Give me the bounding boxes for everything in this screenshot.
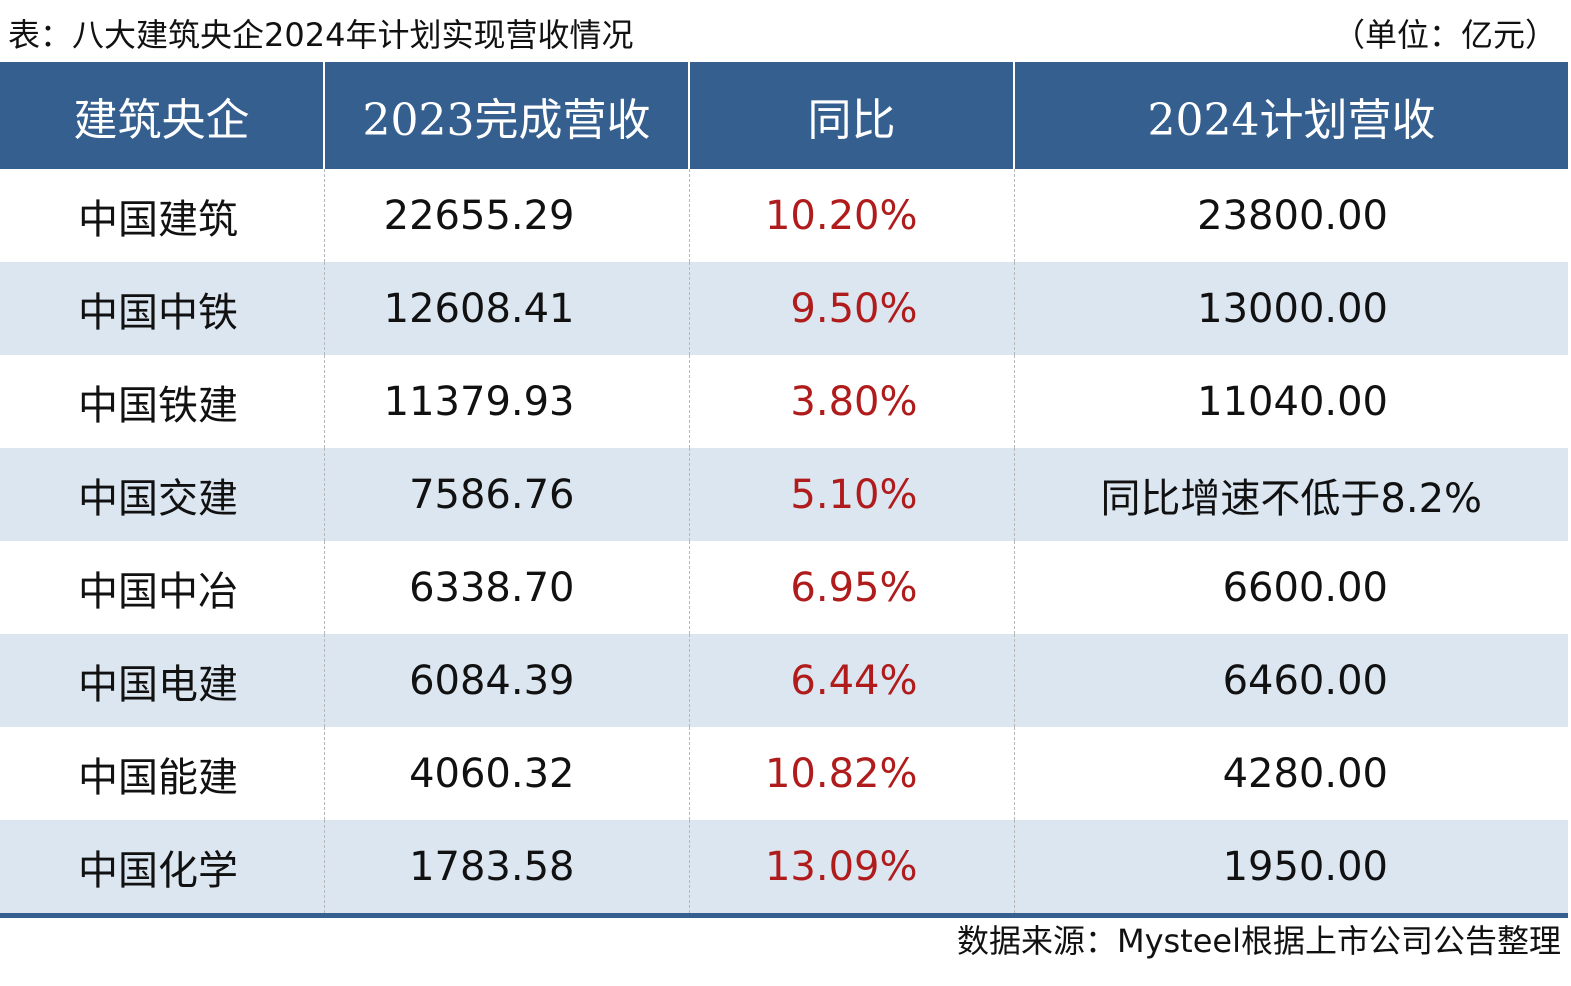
table-row: 中国中铁 12608.41 9.50% 13000.00 [0,262,1568,355]
revenue-2023-cell: 6338.70 [323,541,689,634]
table-body: 中国建筑 22655.29 10.20% 23800.00 中国中铁 12608… [0,169,1568,918]
company-cell: 中国中铁 [0,262,324,355]
company-cell: 中国建筑 [78,196,238,243]
company-cell: 中国电建 [0,634,324,727]
header-row: 建筑央企 2023完成营收 同比 2024计划营收 [0,62,1568,169]
yoy-cell: 10.82% [688,727,1014,820]
yoy-cell: 6.44% [688,634,1014,727]
header-yoy: 同比 [688,62,1014,169]
table-row: 中国中冶 6338.70 6.95% 6600.00 [0,541,1568,634]
yoy-cell: 10.20% [688,169,1014,262]
plan-2024-cell: 4280.00 [1013,727,1568,820]
company-cell: 中国铁建 [78,382,238,429]
table-row: 中国建筑 22655.29 10.20% 23800.00 [0,169,1568,262]
plan-2024-cell: 同比增速不低于8.2% [1013,448,1568,541]
unit-label: （单位：亿元） [1332,16,1557,54]
table-row: 中国化学 1783.58 13.09% 1950.00 [0,820,1568,918]
revenue-2023-cell: 22655.29 [323,169,689,262]
yoy-cell: 6.95% [688,541,1014,634]
data-source-note: 数据来源：Mysteel根据上市公司公告整理 [956,922,1561,960]
table-title: 表：八大建筑央企2024年计划实现营收情况 [8,16,634,54]
yoy-cell: 9.50% [688,262,1014,355]
header-plan-2024: 2024计划营收 [1013,62,1568,169]
table-header: 建筑央企 2023完成营收 同比 2024计划营收 [0,62,1568,169]
revenue-table: 建筑央企 2023完成营收 同比 2024计划营收 中国建筑 22655.29 … [0,62,1568,918]
plan-2024-cell: 23800.00 [1013,169,1568,262]
yoy-cell: 3.80% [688,355,1014,448]
revenue-2023-cell: 12608.41 [323,262,689,355]
yoy-cell: 13.09% [688,820,1014,918]
plan-2024-cell: 11040.00 [1013,355,1568,448]
table-row: 中国电建 6084.39 6.44% 6460.00 [0,634,1568,727]
table-row: 中国交建 7586.76 5.10% 同比增速不低于8.2% [0,448,1568,541]
company-cell: 中国中冶 [78,568,238,615]
header-revenue-2023: 2023完成营收 [323,62,689,169]
yoy-cell: 5.10% [688,448,1014,541]
plan-2024-cell: 1950.00 [1013,820,1568,918]
revenue-2023-cell: 6084.39 [323,634,689,727]
revenue-2023-cell: 11379.93 [323,355,689,448]
table-row: 中国能建 4060.32 10.82% 4280.00 [0,727,1568,820]
company-cell: 中国交建 [0,448,324,541]
revenue-2023-cell: 1783.58 [323,820,689,918]
revenue-2023-cell: 4060.32 [323,727,689,820]
revenue-2023-cell: 7586.76 [323,448,689,541]
plan-2024-cell: 6460.00 [1013,634,1568,727]
plan-2024-cell: 6600.00 [1013,541,1568,634]
plan-2024-cell: 13000.00 [1013,262,1568,355]
header-company: 建筑央企 [0,62,324,169]
table-row: 中国铁建 11379.93 3.80% 11040.00 [0,355,1568,448]
company-cell: 中国化学 [0,820,324,918]
company-cell: 中国能建 [78,754,238,801]
